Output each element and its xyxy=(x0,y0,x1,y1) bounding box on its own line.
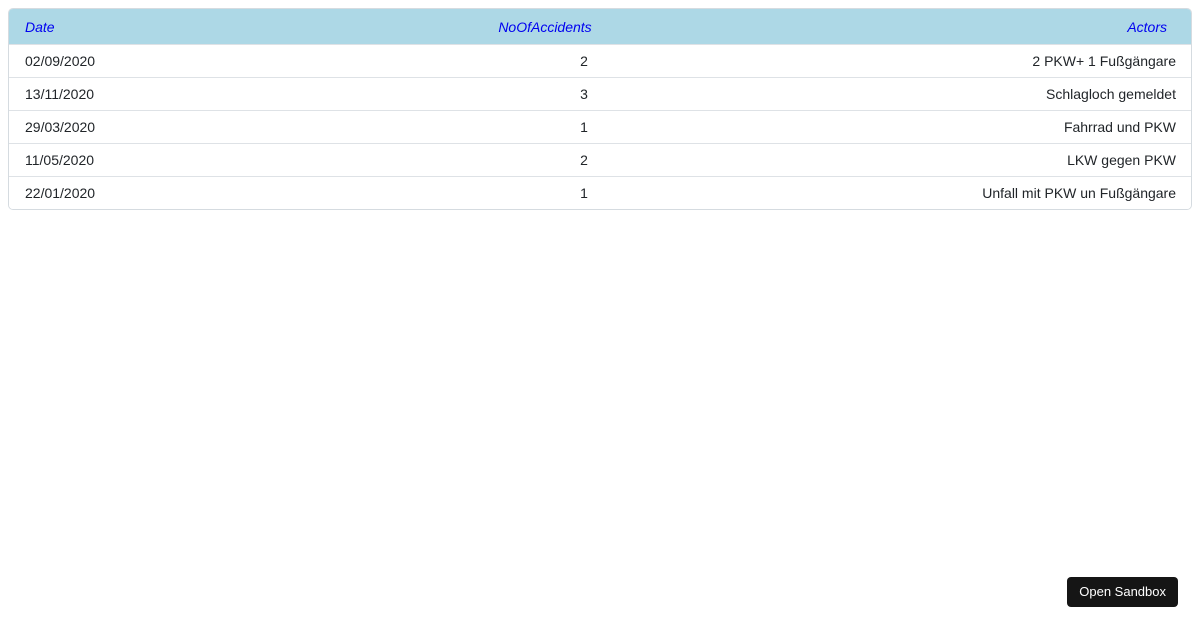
date-cell: 02/09/2020 xyxy=(25,53,96,69)
column-header-date: Date xyxy=(25,18,55,35)
actors-cell: 2 PKW+ 1 Fußgängare xyxy=(1032,53,1176,69)
accidents-count-cell: 1 xyxy=(580,185,588,201)
column-header-no-of-accidents: NoOfAccidents xyxy=(498,18,592,35)
actors-cell: Unfall mit PKW un Fußgängare xyxy=(982,185,1176,201)
accidents-count-cell: 2 xyxy=(580,152,588,168)
table-row: 29/03/2020 1 Fahrrad und PKW xyxy=(9,110,1191,143)
open-sandbox-button[interactable]: Open Sandbox xyxy=(1067,577,1178,607)
actors-cell: Fahrrad und PKW xyxy=(1063,119,1176,135)
table-row: 02/09/2020 2 2 PKW+ 1 Fußgängare xyxy=(9,44,1191,77)
table-header-row: Date NoOfAccidents Actors xyxy=(9,9,1191,44)
actors-cell: Schlagloch gemeldet xyxy=(1046,86,1176,102)
date-cell: 22/01/2020 xyxy=(25,185,96,201)
date-cell: 29/03/2020 xyxy=(25,119,96,135)
accidents-count-cell: 2 xyxy=(580,53,588,69)
table-row: 11/05/2020 2 LKW gegen PKW xyxy=(9,143,1191,176)
accidents-table: Date NoOfAccidents Actors 02/09/2020 2 2… xyxy=(8,8,1192,210)
date-cell: 13/11/2020 xyxy=(25,86,95,102)
accidents-count-cell: 3 xyxy=(580,86,588,102)
accidents-count-cell: 1 xyxy=(580,119,588,135)
table-row: 13/11/2020 3 Schlagloch gemeldet xyxy=(9,77,1191,110)
table-row: 22/01/2020 1 Unfall mit PKW un Fußgängar… xyxy=(9,176,1191,209)
date-cell: 11/05/2020 xyxy=(25,152,95,168)
column-header-actors: Actors xyxy=(1127,18,1167,35)
actors-cell: LKW gegen PKW xyxy=(1067,152,1176,168)
